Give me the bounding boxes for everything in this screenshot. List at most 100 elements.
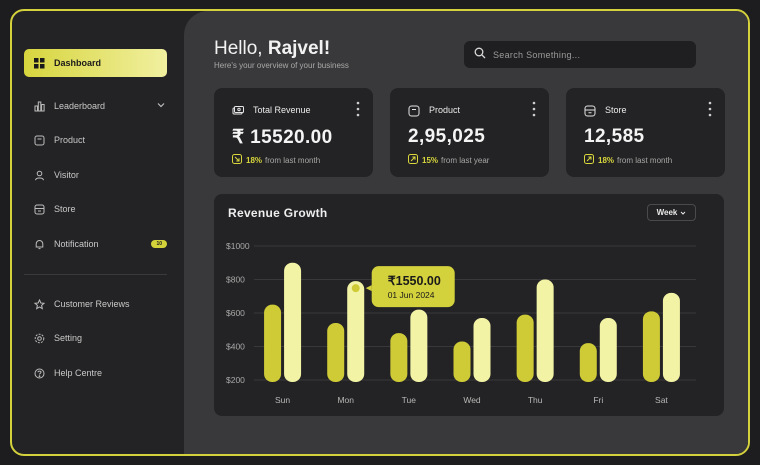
x-tick-label: Mon: [337, 395, 354, 405]
bar-series-2: [347, 281, 365, 382]
sidebar-item-label: Product: [54, 135, 86, 145]
main-panel: Hello, Rajvel! Here's your overview of y…: [184, 11, 748, 454]
sidebar-item-leaderboard[interactable]: Leaderboard: [24, 92, 167, 120]
card-value: 2,95,025: [408, 126, 486, 147]
sidebar-item-store[interactable]: Store: [24, 195, 167, 223]
sidebar-item-help-centre[interactable]: Help Centre: [24, 359, 167, 387]
user-name: Rajvel!: [267, 38, 331, 59]
sidebar-item-dashboard[interactable]: Dashboard: [24, 49, 167, 77]
sidebar-item-product[interactable]: Product: [24, 126, 167, 154]
bell-icon: [34, 239, 45, 250]
y-tick-label: $800: [226, 275, 245, 285]
y-tick-label: $1000: [226, 241, 250, 251]
tooltip-pointer: [365, 285, 372, 292]
grid-icon: [34, 57, 45, 69]
bar-series-2: [284, 262, 302, 382]
sidebar-item-notification[interactable]: Notification 10: [24, 230, 167, 258]
more-vertical-icon[interactable]: [532, 101, 536, 122]
more-vertical-icon[interactable]: [708, 101, 712, 122]
y-tick-label: $400: [226, 342, 245, 352]
sidebar-item-setting[interactable]: Setting: [24, 324, 167, 352]
card-value: 12,585: [584, 126, 645, 147]
stat-card-product: Product 2,95,025 15% from last year: [390, 88, 549, 177]
help-icon: [34, 368, 45, 379]
x-tick-label: Sun: [275, 395, 290, 405]
bar-series-1: [642, 311, 660, 382]
notification-badge: 10: [151, 240, 167, 248]
trend-up-icon: [584, 154, 594, 166]
chart-title: Revenue Growth: [228, 206, 328, 220]
sidebar-item-label: Customer Reviews: [54, 299, 130, 309]
sidebar-divider: [24, 274, 167, 275]
trend-up-icon: [408, 154, 418, 166]
card-period: from last month: [265, 155, 321, 165]
bar-series-1: [327, 323, 345, 382]
bar-series-1: [516, 314, 534, 382]
star-icon: [34, 298, 45, 310]
bar-series-2: [599, 318, 617, 382]
user-icon: [34, 170, 45, 181]
card-period: from last month: [617, 155, 673, 165]
x-tick-label: Tue: [402, 395, 417, 405]
box-icon: [408, 104, 420, 117]
y-tick-label: $200: [226, 375, 245, 385]
range-select[interactable]: Week: [647, 204, 696, 221]
x-tick-label: Fri: [593, 395, 603, 405]
more-vertical-icon[interactable]: [356, 101, 360, 122]
search-input[interactable]: Search Something...: [464, 41, 696, 68]
trend-down-icon: [232, 154, 242, 166]
tooltip-box: [371, 266, 455, 308]
card-title: Store: [605, 105, 627, 115]
greeting-title: Hello, Rajvel!: [214, 38, 330, 60]
sidebar-item-label: Setting: [54, 333, 83, 343]
app-frame: Dashboard Leaderboard Product Visitor: [10, 9, 750, 456]
store-icon: [34, 204, 45, 215]
card-period: from last year: [441, 155, 490, 165]
chevron-down-icon: [681, 211, 686, 215]
bar-series-1: [453, 341, 471, 382]
bar-series-2: [473, 318, 491, 382]
tooltip-marker: [351, 284, 360, 293]
sidebar-item-label: Leaderboard: [54, 101, 106, 111]
search-icon: [474, 46, 486, 64]
card-footer: 15% from last year: [408, 154, 489, 166]
greeting-text: Hello,: [214, 38, 263, 59]
sidebar-item-label: Dashboard: [54, 58, 102, 68]
money-icon: [232, 104, 244, 116]
search-placeholder: Search Something...: [493, 49, 581, 60]
revenue-growth-card: $1000 $800 $600 $400 $200 Sun Mon ₹1550.00 01 Ju…: [214, 194, 724, 416]
tooltip-date: 01 Jun 2024: [388, 290, 435, 300]
card-value: ₹ 15520.00: [232, 127, 333, 148]
box-icon: [34, 135, 45, 146]
sidebar-item-label: Visitor: [54, 170, 79, 180]
stat-card-store: Store 12,585 18% from last month: [566, 88, 725, 177]
bar-chart-icon: [34, 101, 45, 112]
card-change: 18%: [598, 155, 615, 165]
bar-series-1: [579, 343, 597, 382]
card-change: 15%: [422, 155, 439, 165]
y-tick-label: $600: [226, 308, 245, 318]
sidebar-item-label: Help Centre: [54, 368, 103, 378]
card-title: Product: [429, 105, 461, 115]
bar-series-2: [662, 292, 680, 382]
sidebar: Dashboard Leaderboard Product Visitor: [12, 11, 184, 454]
range-select-label: Week: [656, 208, 678, 217]
card-footer: 18% from last month: [232, 154, 320, 166]
x-tick-label: Sat: [655, 395, 668, 405]
sidebar-item-visitor[interactable]: Visitor: [24, 161, 167, 189]
x-tick-label: Thu: [528, 395, 543, 405]
bar-series-2: [410, 309, 428, 382]
sidebar-item-customer-reviews[interactable]: Customer Reviews: [24, 290, 167, 318]
tooltip-value: ₹1550.00: [388, 274, 441, 288]
gear-icon: [34, 333, 45, 344]
bar-series-1: [390, 333, 408, 382]
chevron-down-icon[interactable]: [157, 101, 165, 111]
card-title: Total Revenue: [253, 105, 311, 115]
store-icon: [584, 104, 596, 117]
sidebar-item-label: Store: [54, 204, 76, 214]
sidebar-item-label: Notification: [54, 239, 99, 249]
bar-series-1: [264, 304, 282, 382]
greeting-subtitle: Here's your overview of your business: [214, 61, 349, 70]
x-tick-label: Wed: [463, 395, 481, 405]
card-footer: 18% from last month: [584, 154, 672, 166]
